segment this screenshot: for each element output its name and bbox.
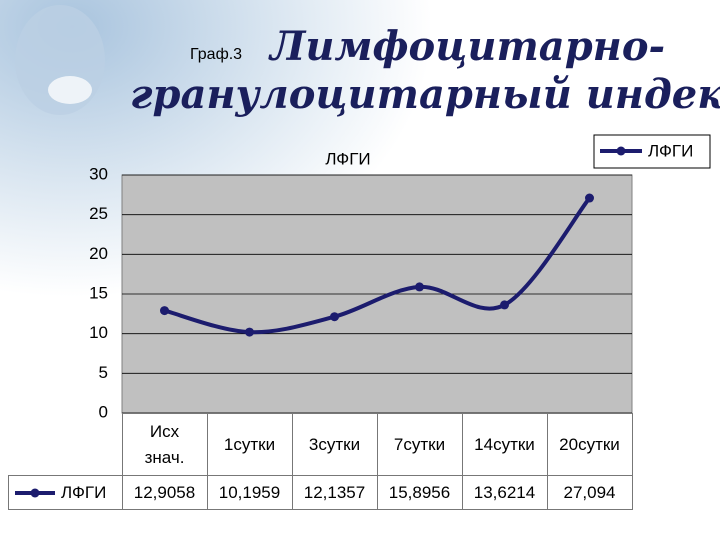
slide-label: Граф.3: [190, 46, 242, 63]
category-label: 20сутки: [559, 434, 620, 454]
data-point: [415, 282, 424, 292]
data-point: [245, 327, 254, 337]
legend-swatch: [15, 488, 55, 498]
data-table: Исх знач. 1сутки 3сутки 7сутки 14сутки 20сутк…: [8, 413, 633, 510]
value-label: 13,6214: [461, 475, 548, 510]
value-label: 10,1959: [206, 475, 293, 510]
value-label: 15,8956: [376, 475, 463, 510]
y-tick-label: 20: [89, 244, 108, 263]
category-label: Исх знач.: [144, 421, 185, 467]
photo-decoration: [48, 76, 92, 104]
data-point: [160, 306, 169, 316]
table-cell: [9, 414, 123, 476]
category-label: 3сутки: [308, 434, 361, 454]
y-tick-label: 15: [89, 283, 108, 302]
table-cell: 1сутки: [206, 413, 293, 476]
table-row: Исх знач. 1сутки 3сутки 7сутки 14сутки 20сутк…: [9, 413, 633, 476]
legend-label: ЛФГИ: [648, 141, 693, 160]
table-cell: 7сутки: [376, 413, 463, 476]
value-label: 12,1357: [291, 475, 378, 510]
table-cell: 20сутки: [546, 413, 633, 476]
category-label: 1сутки: [223, 434, 276, 454]
data-point: [330, 312, 339, 322]
legend-marker: [616, 146, 626, 156]
category-label: 7сутки: [393, 434, 446, 454]
value-label: 12,9058: [121, 475, 208, 510]
table-cell: ЛФГИ: [8, 475, 123, 510]
data-point: [585, 193, 594, 203]
table-cell: Исх знач.: [121, 413, 208, 476]
slide-title: гранулоцитарный индекс: [130, 71, 720, 118]
category-label: 14сутки: [474, 434, 535, 454]
table-cell: 14сутки: [461, 413, 548, 476]
chart-title: ЛФГИ: [325, 149, 370, 168]
data-point: [500, 300, 509, 310]
y-tick-label: 25: [89, 204, 108, 223]
y-tick-label: 0: [99, 402, 108, 421]
legend-label: ЛФГИ: [61, 482, 107, 502]
slide-title: Лимфоцитарно-: [268, 23, 665, 70]
table-row: ЛФГИ 12,9058 10,1959 12,1357 15,8956 13,6214 2…: [8, 475, 633, 510]
value-label: 27,094: [546, 475, 633, 510]
y-tick-label: 10: [89, 323, 108, 342]
y-tick-label: 30: [89, 164, 108, 183]
y-tick-label: 5: [99, 363, 108, 382]
table-cell: 3сутки: [291, 413, 378, 476]
